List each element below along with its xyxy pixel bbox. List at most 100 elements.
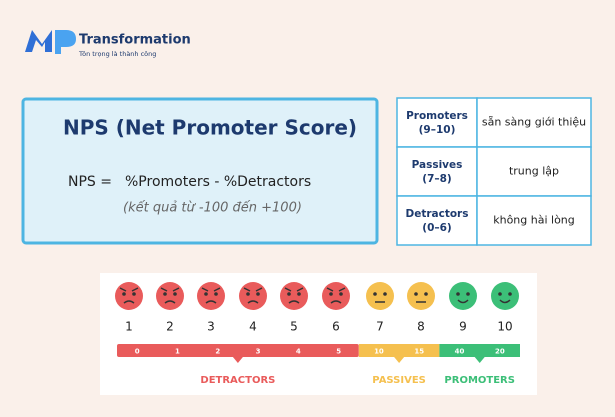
bar-label: 5 (336, 348, 341, 356)
bar-label: 4 (296, 348, 301, 356)
logo-mark (25, 30, 52, 52)
face-eye (414, 292, 418, 296)
face-eye (132, 292, 136, 296)
table-cell (476, 146, 592, 197)
face-eye (383, 292, 387, 296)
formula-note: (kết quả từ -100 đến +100) (123, 201, 302, 216)
face-mouth (288, 300, 300, 304)
face-mouth (499, 299, 511, 304)
logo-tagline: Tôn trọng là thành công (78, 50, 156, 58)
score: 3 (207, 320, 215, 334)
face-eye (214, 292, 218, 296)
score: 5 (290, 320, 298, 334)
bar-pointer (232, 357, 243, 363)
face (239, 282, 267, 310)
table-cell (476, 97, 592, 148)
face (449, 282, 477, 310)
face-brow (160, 287, 180, 292)
score: 7 (376, 320, 384, 334)
face-brow (284, 287, 304, 292)
table-cell (476, 195, 592, 246)
table-cell (396, 195, 478, 246)
face-eye (498, 292, 502, 296)
face-eye (297, 292, 301, 296)
bar-label: 3 (256, 348, 261, 356)
scale-bar (117, 344, 359, 357)
bar-pointer (394, 357, 405, 363)
score: 9 (459, 320, 467, 334)
face (491, 282, 519, 310)
logo-mark (55, 30, 76, 54)
face-eye (466, 292, 470, 296)
bar-pointer (474, 357, 485, 363)
face-eye (246, 292, 250, 296)
face-eye (173, 292, 177, 296)
group-label: PROMOTERS (444, 375, 515, 386)
face-eye (373, 292, 377, 296)
group-name: Passives (412, 159, 463, 171)
face (322, 282, 350, 310)
face-eye (508, 292, 512, 296)
group-range: (0–6) (422, 222, 451, 234)
face-eye (339, 292, 343, 296)
bar-label: 15 (414, 348, 424, 356)
face (197, 282, 225, 310)
scale-bar (358, 344, 440, 357)
face-brow (243, 287, 263, 292)
score: 10 (497, 320, 512, 334)
face (280, 282, 308, 310)
score: 1 (125, 320, 133, 334)
scale-bar (439, 344, 520, 357)
face-mouth (457, 299, 469, 304)
face-mouth (123, 300, 135, 304)
group-meaning: trung lập (509, 165, 559, 178)
face-eye (329, 292, 333, 296)
face-brow (119, 287, 139, 292)
face-mouth (164, 300, 176, 304)
score: 4 (249, 320, 257, 334)
table-cell (396, 97, 478, 148)
bar-label: 40 (455, 348, 465, 356)
table-cell (396, 146, 478, 197)
face-eye (287, 292, 291, 296)
face-brow (326, 287, 346, 292)
score: 6 (332, 320, 340, 334)
face-eye (256, 292, 260, 296)
face (115, 282, 143, 310)
face-eye (204, 292, 208, 296)
group-meaning: sẵn sàng giới thiệu (482, 116, 586, 129)
face-eye (424, 292, 428, 296)
formula-left: NPS = (68, 174, 112, 190)
logo: Transformation Tôn trọng là thành công (25, 30, 191, 58)
bar-label: 0 (135, 348, 140, 356)
group-name: Promoters (406, 110, 468, 122)
face-brow (201, 287, 221, 292)
face-mouth (247, 300, 259, 304)
face-eye (122, 292, 126, 296)
definition-box (21, 97, 379, 245)
face (156, 282, 184, 310)
group-meaning: không hài lòng (493, 214, 575, 227)
group-range: (9–10) (419, 124, 456, 136)
face (407, 282, 435, 310)
bar-label: 1 (175, 348, 180, 356)
score: 8 (417, 320, 425, 334)
bar-label: 10 (374, 348, 384, 356)
logo-name: Transformation (79, 33, 191, 48)
face (366, 282, 394, 310)
face-mouth (205, 300, 217, 304)
group-name: Detractors (405, 208, 468, 220)
bar-label: 20 (495, 348, 505, 356)
group-range: (7–8) (422, 173, 451, 185)
group-label: DETRACTORS (200, 375, 275, 386)
bar-label: 2 (215, 348, 220, 356)
face-eye (456, 292, 460, 296)
group-label: PASSIVES (372, 375, 426, 386)
score: 2 (166, 320, 174, 334)
face-eye (163, 292, 167, 296)
definition-title: NPS (Net Promoter Score) (63, 116, 357, 140)
formula-right: %Promoters - %Detractors (125, 174, 311, 190)
face-mouth (330, 300, 342, 304)
